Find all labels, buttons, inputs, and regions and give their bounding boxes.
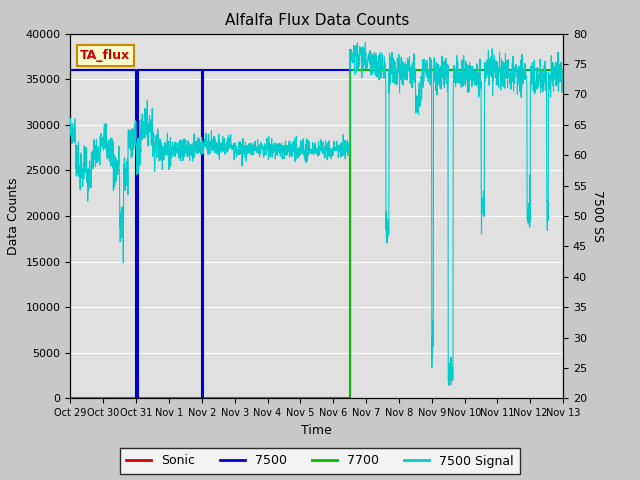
Legend: Sonic, 7500, 7700, 7500 Signal: Sonic, 7500, 7700, 7500 Signal <box>120 448 520 474</box>
Text: TA_flux: TA_flux <box>80 49 131 62</box>
Title: Alfalfa Flux Data Counts: Alfalfa Flux Data Counts <box>225 13 409 28</box>
X-axis label: Time: Time <box>301 424 332 437</box>
Y-axis label: Data Counts: Data Counts <box>7 177 20 255</box>
Y-axis label: 7500 SS: 7500 SS <box>591 190 604 242</box>
